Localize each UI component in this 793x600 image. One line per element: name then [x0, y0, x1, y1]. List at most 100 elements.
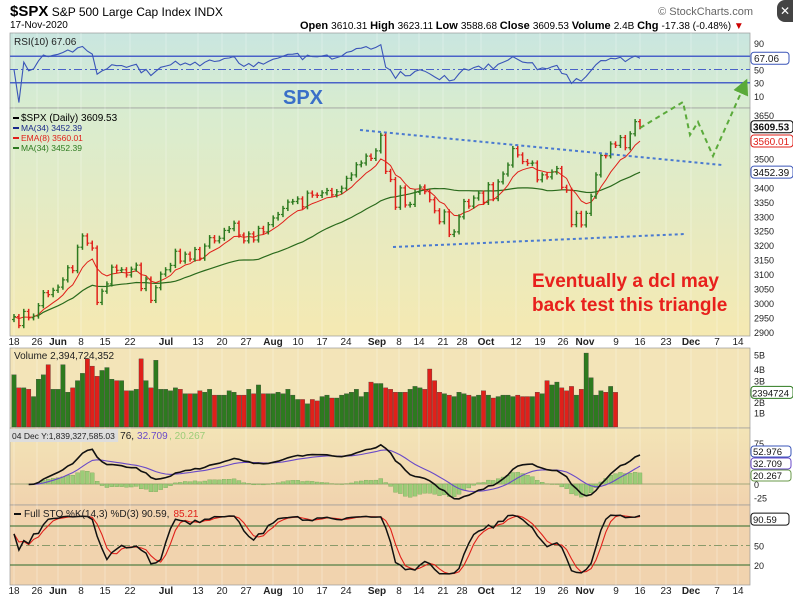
macd-histogram-bar — [588, 483, 594, 494]
volume-bar — [148, 387, 154, 428]
volume-tick-label: 1B — [754, 409, 765, 419]
macd-histogram-bar — [70, 474, 75, 485]
macd-histogram-bar — [319, 482, 325, 485]
volume-bar — [129, 390, 134, 428]
x-tick-label: 24 — [340, 586, 352, 597]
index-name: S&P 500 Large Cap Index — [51, 5, 191, 19]
macd-histogram-bar — [129, 483, 134, 488]
projection-arrow — [639, 78, 749, 159]
macd-histogram-bar — [525, 475, 530, 485]
price-value-box — [750, 120, 793, 134]
x-tick-label: 19 — [534, 337, 546, 348]
macd-histogram-bar — [466, 483, 471, 489]
x-tick-label: 20 — [216, 586, 228, 597]
volume-bar — [427, 368, 433, 428]
close-icon[interactable]: ✕ — [777, 0, 793, 22]
x-tick-label: 15 — [99, 586, 111, 597]
macd-histogram-bar — [183, 481, 188, 485]
volume-bar — [388, 389, 393, 428]
volume-bar — [324, 394, 330, 428]
volume-bar — [251, 393, 256, 428]
macd-histogram-bar — [75, 472, 80, 485]
macd-histogram-bar — [251, 483, 256, 486]
volume-bar — [309, 399, 315, 428]
macd-histogram-bar — [540, 482, 545, 485]
ohlc-value: 3610.31 — [331, 21, 371, 32]
volume-bar — [466, 394, 472, 428]
ohlc-value: 3609.53 — [532, 21, 572, 32]
volume-bar — [422, 389, 428, 428]
down-arrow-icon: ▼ — [733, 21, 744, 32]
volume-bar — [182, 393, 188, 428]
volume-bar — [319, 396, 325, 428]
sto-value-label: 90.59 — [753, 515, 777, 526]
volume-bar — [530, 396, 535, 428]
volume-bar — [534, 392, 540, 428]
volume-bar — [119, 380, 124, 428]
volume-bar — [334, 397, 340, 428]
macd-histogram-bar — [99, 483, 105, 486]
x-tick-label: 23 — [660, 586, 672, 597]
macd-histogram-bar — [163, 483, 168, 488]
volume-bar — [11, 374, 17, 428]
macd-legend-hist: , 20.267 — [169, 431, 206, 442]
macd-histogram-bar — [134, 483, 139, 487]
volume-bar — [265, 393, 271, 428]
macd-histogram-bar — [637, 472, 643, 485]
volume-bar — [329, 397, 335, 428]
volume-bar — [36, 378, 41, 428]
upper-trendline — [359, 129, 723, 166]
volume-bar — [583, 352, 589, 428]
volume-bar — [109, 378, 115, 428]
price-value-label: 3560.01 — [753, 137, 790, 148]
price-value-label: 3452.39 — [753, 168, 790, 179]
macd-histogram-bar — [65, 475, 70, 485]
exchange: INDX — [194, 5, 223, 19]
annotation-note-line2: back test this triangle — [532, 295, 727, 316]
price-legend-item: EMA(8) 3560.01 — [21, 133, 83, 143]
volume-tick-label: 2B — [754, 398, 765, 408]
volume-bar — [236, 394, 242, 428]
rsi-tick-label: 90 — [754, 39, 764, 49]
macd-histogram-bar — [139, 483, 144, 490]
macd-histogram-bar — [354, 481, 359, 485]
macd-histogram-bar — [197, 481, 202, 485]
volume-bar — [588, 377, 594, 428]
annotation-note-line1: Eventually a dcl may — [532, 271, 719, 292]
volume-bar — [476, 394, 481, 428]
legend-swatch — [14, 513, 21, 515]
volume-bar — [412, 386, 418, 428]
x-tick-label: 9 — [613, 586, 619, 597]
volume-bar — [349, 392, 354, 428]
x-tick-label: 18 — [8, 586, 20, 597]
rsi-tick-label: 30 — [754, 79, 764, 89]
x-tick-label: 9 — [613, 337, 619, 348]
ema8-line — [13, 140, 641, 320]
rsi-line — [13, 43, 641, 103]
x-tick-label: 8 — [78, 586, 84, 597]
volume-bar — [407, 389, 413, 428]
price-value-label: 3609.53 — [753, 123, 790, 134]
volume-bar — [569, 386, 574, 428]
x-tick-label: 10 — [292, 586, 304, 597]
macd-histogram-bar — [104, 483, 110, 488]
volume-bar — [446, 394, 452, 428]
macd-histogram-bar — [261, 483, 266, 486]
macd-histogram-bar — [363, 479, 369, 485]
volume-bar — [65, 392, 71, 428]
volume-bar — [559, 387, 565, 428]
ohlc-label: Volume — [571, 20, 614, 32]
macd-histogram-bar — [109, 483, 114, 487]
volume-bar — [85, 358, 90, 428]
volume-bar — [295, 399, 301, 428]
volume-bar — [500, 394, 506, 428]
rsi-panel — [9, 32, 751, 109]
x-tick-label: 21 — [437, 586, 449, 597]
macd-histogram-bar — [378, 478, 383, 485]
macd-histogram-bar — [300, 481, 305, 485]
volume-bar — [290, 394, 296, 428]
lower-trendline — [392, 233, 686, 248]
spx-annotation: SPX — [283, 87, 324, 109]
volume-bar — [344, 393, 349, 428]
macd-histogram-bar — [207, 479, 212, 485]
